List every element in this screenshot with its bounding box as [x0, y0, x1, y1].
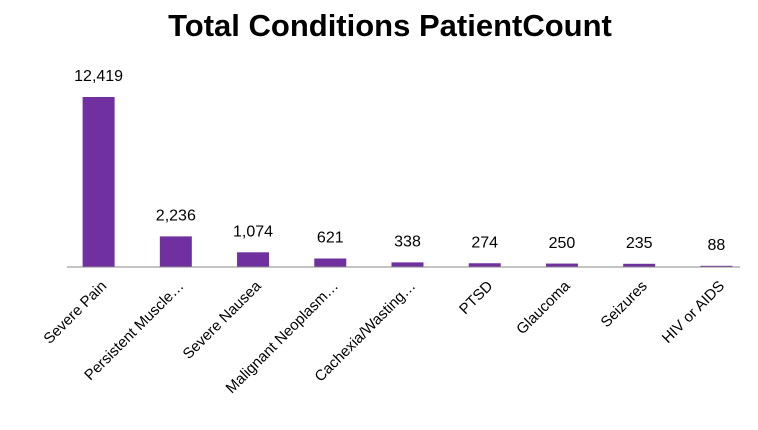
chart-title: Total Conditions PatientCount [168, 8, 612, 43]
data-label: 235 [626, 235, 653, 252]
data-label: 88 [707, 237, 725, 254]
x-tick-label: Severe Pain [40, 278, 110, 348]
data-label: 12,419 [74, 68, 123, 85]
bar [82, 97, 115, 267]
bar [159, 236, 192, 267]
bar [468, 263, 501, 267]
data-label: 250 [549, 235, 576, 252]
data-label: 621 [317, 230, 344, 247]
data-label: 1,074 [233, 224, 273, 241]
data-label: 2,236 [156, 208, 196, 225]
data-label: 274 [471, 234, 498, 251]
bar [700, 265, 733, 267]
bar [314, 258, 347, 267]
x-tick-label: Severe Nausea [180, 277, 266, 363]
bar [545, 263, 578, 267]
x-tick-label: HIV or AIDS [659, 278, 728, 347]
bar [391, 262, 424, 267]
x-tick-label: Seizures [598, 278, 651, 331]
x-tick-label: Glaucoma [513, 277, 574, 338]
x-tick-label: PTSD [456, 278, 496, 318]
bar [237, 252, 270, 267]
bar [623, 263, 656, 267]
data-label: 338 [394, 234, 421, 251]
